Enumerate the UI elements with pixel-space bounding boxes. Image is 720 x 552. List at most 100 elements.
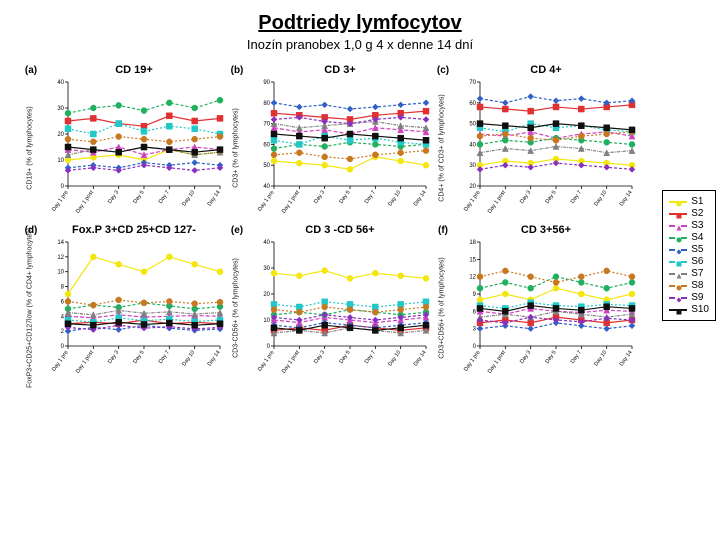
ylabel-b: CD3+ (% of lymphocytes) bbox=[233, 108, 240, 188]
legend-label: S5 bbox=[691, 244, 703, 255]
legend-item-S6: S6 bbox=[669, 256, 709, 267]
svg-text:6: 6 bbox=[61, 299, 65, 305]
legend-item-S8: S8 bbox=[669, 280, 709, 291]
legend-item-S5: S5 bbox=[669, 244, 709, 255]
svg-text:Day 5: Day 5 bbox=[338, 190, 351, 205]
chart-b: CD3+ (% of lymphocytes)405060708090Day 1… bbox=[250, 78, 430, 218]
page-subtitle: Inozín pranobex 1,0 g 4 x denne 14 dní bbox=[0, 37, 720, 52]
svg-text:Day 3: Day 3 bbox=[313, 190, 326, 205]
panel-label-f: (f) bbox=[438, 225, 448, 236]
svg-text:30: 30 bbox=[263, 266, 270, 272]
chart-title-d: Fox.P 3+CD 25+CD 127- bbox=[44, 224, 224, 236]
svg-text:Day 1 post: Day 1 post bbox=[281, 349, 301, 374]
svg-text:Day 5: Day 5 bbox=[544, 350, 557, 365]
chart-grid: (a) CD 19+ (b) CD 3+ (c) CD 4+ CD19+ (% … bbox=[22, 60, 720, 378]
legend-label: S7 bbox=[691, 268, 703, 279]
ylabel-f: CD3+CD56+ (% of lymphocytes) bbox=[439, 257, 446, 359]
svg-text:Day 14: Day 14 bbox=[619, 190, 634, 208]
svg-text:Day 5: Day 5 bbox=[338, 350, 351, 365]
svg-text:Day 1 pre: Day 1 pre bbox=[257, 190, 276, 213]
svg-text:30: 30 bbox=[469, 163, 476, 169]
svg-text:Day 14: Day 14 bbox=[207, 350, 222, 368]
svg-text:14: 14 bbox=[57, 240, 64, 246]
legend-item-S1: S1 bbox=[669, 196, 709, 207]
svg-text:12: 12 bbox=[469, 275, 476, 281]
legend: S1S2S3S4S5S6S7S8S9S10 bbox=[662, 190, 716, 321]
svg-text:40: 40 bbox=[263, 184, 270, 190]
legend-item-S2: S2 bbox=[669, 208, 709, 219]
svg-text:70: 70 bbox=[469, 80, 476, 86]
ylabel-a: CD19+ (% of lymphocytes) bbox=[27, 106, 34, 189]
svg-text:0: 0 bbox=[473, 344, 477, 350]
svg-text:Day 1 pre: Day 1 pre bbox=[463, 190, 482, 213]
chart-title-f: CD 3+56+ bbox=[456, 224, 636, 236]
svg-text:9: 9 bbox=[473, 292, 477, 298]
svg-text:Day 3: Day 3 bbox=[519, 350, 532, 365]
panel-label-a: (a) bbox=[25, 65, 37, 76]
legend-label: S4 bbox=[691, 232, 703, 243]
svg-text:Day 1 post: Day 1 post bbox=[487, 189, 507, 214]
svg-text:Day 7: Day 7 bbox=[570, 190, 583, 205]
svg-text:Day 14: Day 14 bbox=[619, 350, 634, 368]
legend-item-S9: S9 bbox=[669, 292, 709, 303]
ylabel-e: CD3-CD56+ (% of lymphocytes) bbox=[233, 258, 240, 358]
svg-text:Day 3: Day 3 bbox=[107, 350, 120, 365]
panel-label-c: (c) bbox=[437, 65, 449, 76]
svg-text:Day 10: Day 10 bbox=[181, 350, 196, 368]
ylabel-c: CD4+ (% of CD3+ of lymphocytes) bbox=[439, 94, 446, 201]
legend-item-S10: S10 bbox=[669, 304, 709, 315]
svg-text:10: 10 bbox=[263, 318, 270, 324]
svg-text:8: 8 bbox=[61, 285, 65, 291]
svg-text:Day 3: Day 3 bbox=[313, 350, 326, 365]
svg-text:18: 18 bbox=[469, 240, 476, 246]
svg-text:90: 90 bbox=[263, 80, 270, 86]
svg-text:2: 2 bbox=[61, 329, 65, 335]
legend-label: S10 bbox=[691, 304, 709, 315]
svg-text:50: 50 bbox=[469, 122, 476, 128]
chart-f: CD3+CD56+ (% of lymphocytes)0369121518Da… bbox=[456, 238, 636, 378]
chart-title-b: CD 3+ bbox=[250, 64, 430, 76]
svg-text:10: 10 bbox=[57, 158, 64, 164]
svg-text:0: 0 bbox=[61, 344, 65, 350]
legend-item-S4: S4 bbox=[669, 232, 709, 243]
svg-text:40: 40 bbox=[263, 240, 270, 246]
svg-text:Day 1 pre: Day 1 pre bbox=[463, 350, 482, 373]
svg-text:Day 10: Day 10 bbox=[387, 350, 402, 368]
svg-text:70: 70 bbox=[263, 122, 270, 128]
svg-text:6: 6 bbox=[473, 309, 477, 315]
svg-text:0: 0 bbox=[267, 344, 271, 350]
legend-item-S3: S3 bbox=[669, 220, 709, 231]
svg-text:Day 5: Day 5 bbox=[544, 190, 557, 205]
svg-text:20: 20 bbox=[57, 132, 64, 138]
svg-text:Day 1 pre: Day 1 pre bbox=[257, 350, 276, 373]
svg-text:40: 40 bbox=[57, 80, 64, 86]
svg-text:Day 1 post: Day 1 post bbox=[75, 189, 95, 214]
svg-text:0: 0 bbox=[61, 184, 65, 190]
svg-text:20: 20 bbox=[469, 184, 476, 190]
svg-text:50: 50 bbox=[263, 163, 270, 169]
svg-text:Day 7: Day 7 bbox=[364, 350, 377, 365]
svg-text:Day 1 post: Day 1 post bbox=[75, 349, 95, 374]
svg-text:Day 10: Day 10 bbox=[593, 190, 608, 208]
legend-label: S6 bbox=[691, 256, 703, 267]
page-title: Podtriedy lymfocytov bbox=[0, 12, 720, 35]
svg-text:Day 3: Day 3 bbox=[519, 190, 532, 205]
svg-text:Day 7: Day 7 bbox=[570, 350, 583, 365]
chart-title-e: CD 3 -CD 56+ bbox=[250, 224, 430, 236]
svg-text:3: 3 bbox=[473, 327, 477, 333]
chart-d: FoxP3+CD25+CD127low (% of CD4+ lymphocyt… bbox=[44, 238, 224, 378]
svg-text:10: 10 bbox=[57, 270, 64, 276]
legend-label: S9 bbox=[691, 292, 703, 303]
chart-title-a: CD 19+ bbox=[44, 64, 224, 76]
svg-text:Day 10: Day 10 bbox=[181, 190, 196, 208]
svg-text:30: 30 bbox=[57, 106, 64, 112]
chart-c: CD4+ (% of CD3+ of lymphocytes)203040506… bbox=[456, 78, 636, 218]
legend-item-S7: S7 bbox=[669, 268, 709, 279]
svg-text:80: 80 bbox=[263, 101, 270, 107]
panel-label-e: (e) bbox=[231, 225, 243, 236]
svg-text:Day 7: Day 7 bbox=[158, 350, 171, 365]
legend-label: S8 bbox=[691, 280, 703, 291]
svg-text:Day 1 pre: Day 1 pre bbox=[51, 190, 70, 213]
panel-label-b: (b) bbox=[231, 65, 244, 76]
chart-a: CD19+ (% of lymphocytes)010203040Day 1 p… bbox=[44, 78, 224, 218]
